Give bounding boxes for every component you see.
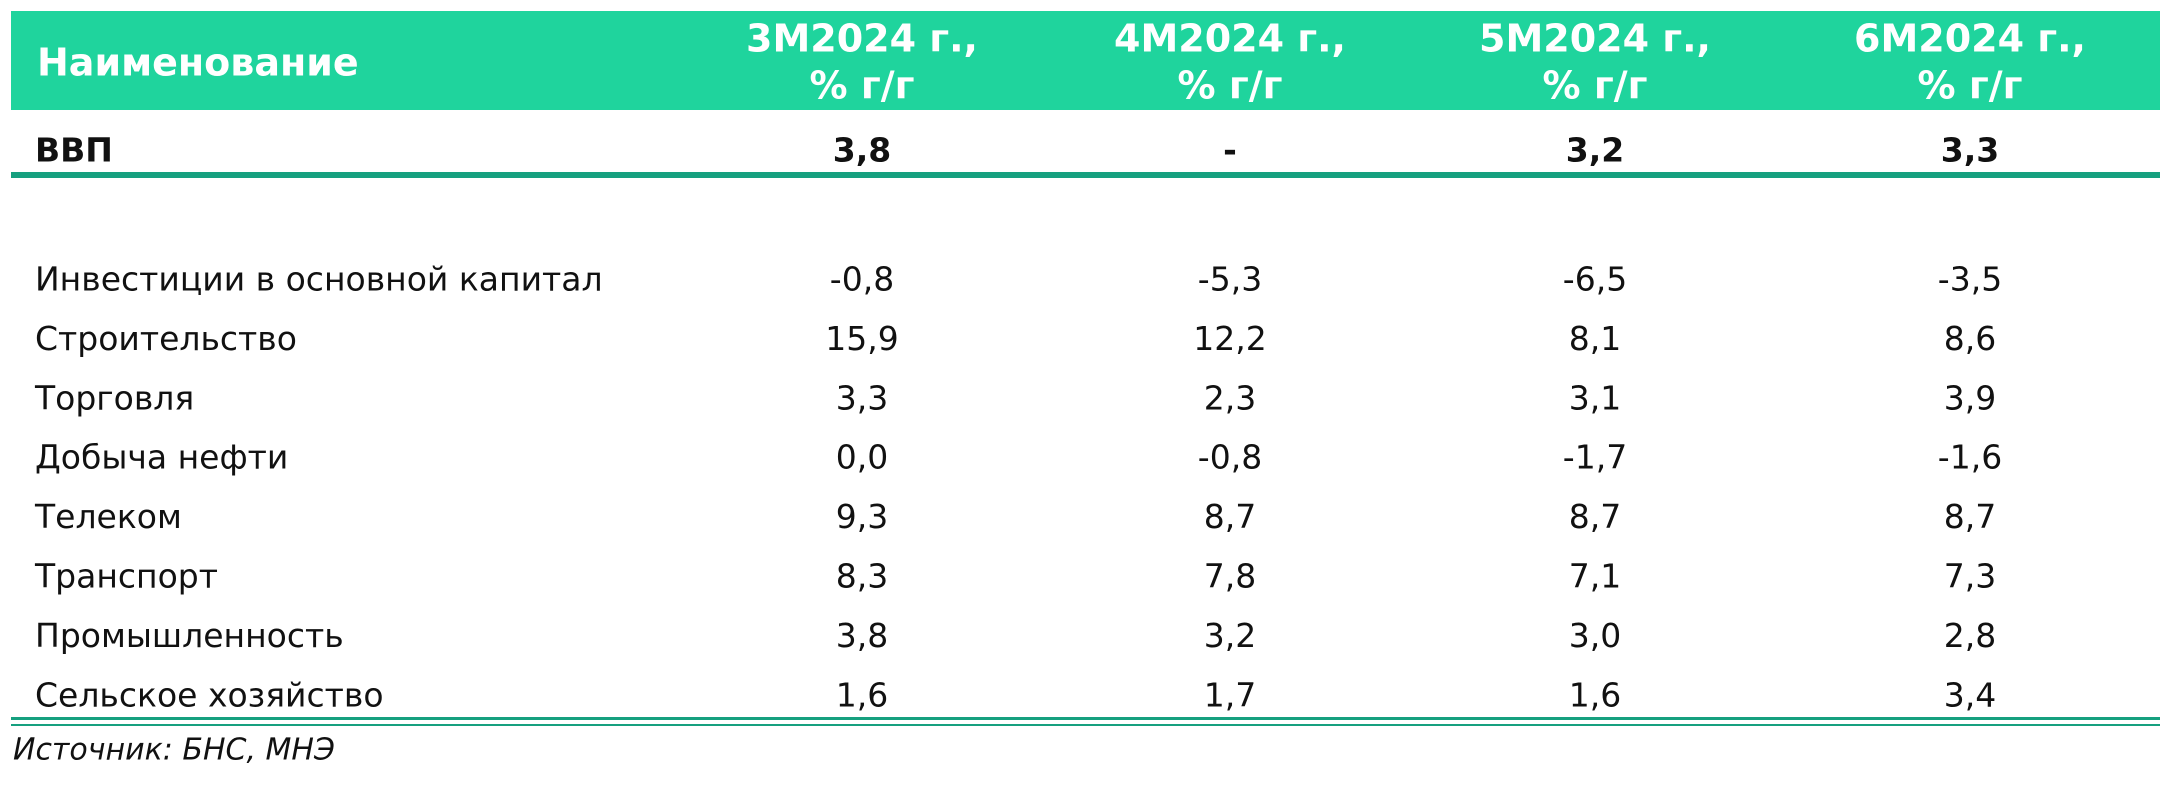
cell: -1,6 xyxy=(1938,438,2002,477)
column-header: % г/г xyxy=(1918,64,2023,108)
column-header: % г/г xyxy=(810,64,915,108)
cell: 7,1 xyxy=(1569,557,1621,596)
cell: 7,8 xyxy=(1204,557,1256,596)
cell: 12,2 xyxy=(1193,319,1266,358)
header-name: Наименование xyxy=(37,41,359,85)
cell: -5,3 xyxy=(1198,260,1262,299)
cell: 2,8 xyxy=(1944,616,1996,655)
cell: 9,3 xyxy=(836,497,888,536)
cell: 8,1 xyxy=(1569,319,1621,358)
cell: 1,6 xyxy=(836,675,888,714)
header-band xyxy=(11,11,2160,110)
column-header: 4M2024 г., xyxy=(1114,17,1346,61)
cell: 1,6 xyxy=(1569,675,1621,714)
row-label: Транспорт xyxy=(34,557,218,596)
row-label: Добыча нефти xyxy=(35,438,288,477)
cell: -0,8 xyxy=(830,260,894,299)
cell: -0,8 xyxy=(1198,438,1262,477)
cell: 3,8 xyxy=(836,616,888,655)
cell: 7,3 xyxy=(1944,557,1996,596)
cell: 15,9 xyxy=(825,319,898,358)
bottom-rule xyxy=(11,717,2160,720)
cell: 3,9 xyxy=(1944,378,1996,417)
cell: 8,7 xyxy=(1204,497,1256,536)
cell: -3,5 xyxy=(1938,260,2002,299)
cell: 3,1 xyxy=(1569,378,1621,417)
cell: 3,2 xyxy=(1566,131,1624,170)
cell: 8,3 xyxy=(836,557,888,596)
cell: 8,6 xyxy=(1944,319,1996,358)
cell: 3,0 xyxy=(1569,616,1621,655)
gdp-rule xyxy=(11,172,2160,178)
cell: 0,0 xyxy=(836,438,888,477)
row-label: Промышленность xyxy=(35,616,344,655)
cell: 3,2 xyxy=(1204,616,1256,655)
row-label: Торговля xyxy=(34,378,194,417)
column-header: 5M2024 г., xyxy=(1479,17,1711,61)
row-label: Строительство xyxy=(35,319,297,358)
cell: 3,3 xyxy=(1941,131,1999,170)
column-header: % г/г xyxy=(1543,64,1648,108)
row-label: ВВП xyxy=(35,131,113,170)
cell: 3,4 xyxy=(1944,675,1996,714)
row-label: Инвестиции в основной капитал xyxy=(35,260,603,299)
cell: -6,5 xyxy=(1563,260,1627,299)
cell: 8,7 xyxy=(1569,497,1621,536)
cell: -1,7 xyxy=(1563,438,1627,477)
bottom-rule xyxy=(11,724,2160,726)
column-header: 3M2024 г., xyxy=(746,17,978,61)
row-label: Телеком xyxy=(34,497,182,536)
cell: 8,7 xyxy=(1944,497,1996,536)
column-header: 6M2024 г., xyxy=(1854,17,2086,61)
cell: 3,3 xyxy=(836,378,888,417)
cell: 1,7 xyxy=(1204,675,1256,714)
cell: 2,3 xyxy=(1204,378,1256,417)
column-header: % г/г xyxy=(1178,64,1283,108)
source: Источник: БНС, МНЭ xyxy=(13,733,335,768)
row-label: Сельское хозяйство xyxy=(35,675,384,714)
cell: - xyxy=(1223,131,1237,170)
cell: 3,8 xyxy=(833,131,891,170)
